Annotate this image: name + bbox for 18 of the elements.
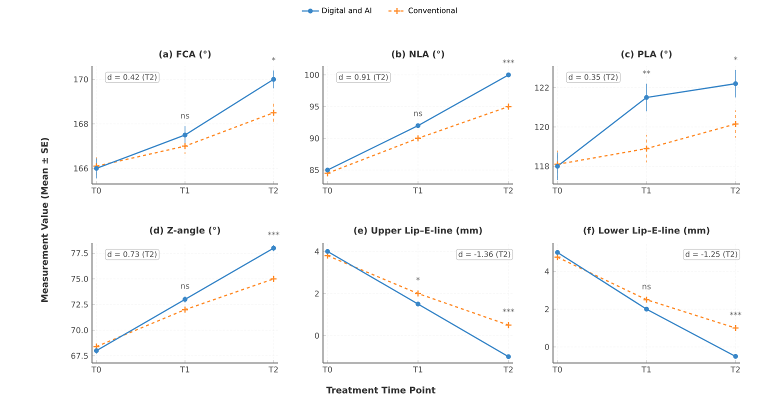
chart-title: (b) NLA (°) [392,50,444,58]
point [94,166,99,171]
chart-title: (c) PLA (°) [621,50,672,58]
chart-title: (a) FCA (°) [159,50,211,59]
point [733,81,738,86]
point [271,76,276,82]
point [644,95,649,100]
point [642,144,650,152]
point [270,109,278,116]
point [732,120,740,128]
chart-title: (e) Upper Lip–E-line (mm) [354,226,482,236]
chart-title: (f) Lower Lip–E-line (mm) [584,226,710,236]
point [181,142,189,150]
y-axis-title: Measurement Value (Mean ± SE) [40,138,49,302]
point [555,164,560,169]
x-axis-title: Treatment Time Point [326,386,436,394]
point [182,132,188,138]
chart-title: (d) Z-angle (°) [150,226,220,236]
